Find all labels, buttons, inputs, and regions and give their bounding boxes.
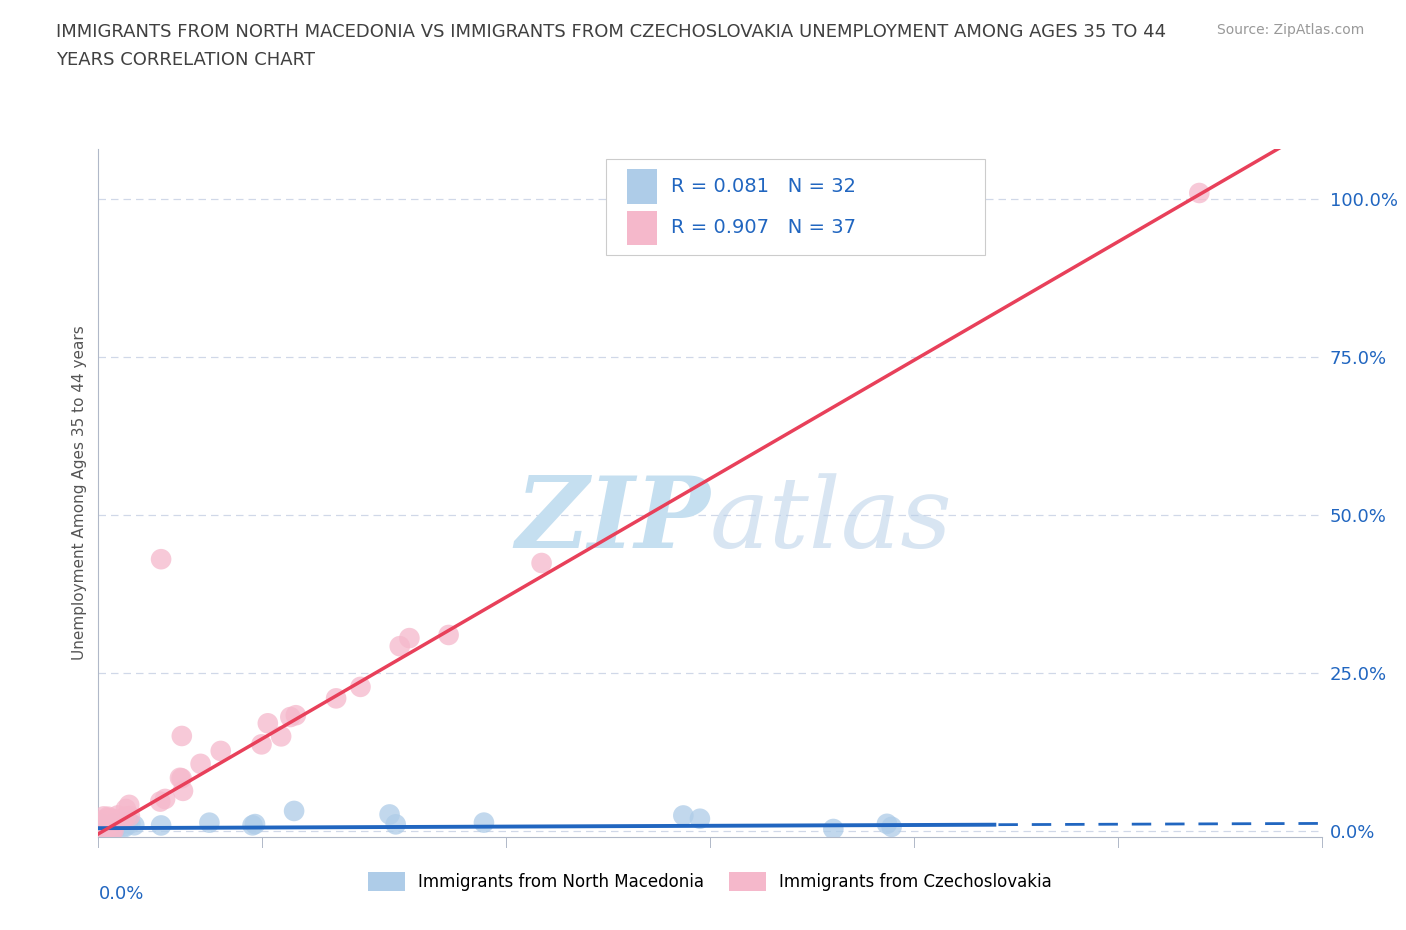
Point bbox=[384, 817, 406, 831]
Point bbox=[97, 809, 120, 824]
Text: Source: ZipAtlas.com: Source: ZipAtlas.com bbox=[1216, 23, 1364, 37]
Point bbox=[242, 817, 264, 832]
Text: IMMIGRANTS FROM NORTH MACEDONIA VS IMMIGRANTS FROM CZECHOSLOVAKIA UNEMPLOYMENT A: IMMIGRANTS FROM NORTH MACEDONIA VS IMMIG… bbox=[56, 23, 1167, 41]
Point bbox=[198, 816, 221, 830]
FancyBboxPatch shape bbox=[606, 159, 986, 256]
Text: YEARS CORRELATION CHART: YEARS CORRELATION CHART bbox=[56, 51, 315, 69]
Text: R = 0.907   N = 37: R = 0.907 N = 37 bbox=[671, 219, 856, 237]
Point bbox=[283, 804, 305, 818]
Point bbox=[150, 818, 173, 833]
Point bbox=[90, 819, 112, 834]
Point bbox=[90, 817, 112, 831]
Point bbox=[284, 708, 307, 723]
Point bbox=[93, 809, 115, 824]
Point bbox=[823, 821, 845, 836]
Point bbox=[378, 807, 401, 822]
Point bbox=[115, 802, 138, 817]
Point bbox=[118, 797, 141, 812]
Point bbox=[190, 756, 212, 771]
Point bbox=[104, 820, 127, 835]
Point bbox=[172, 783, 194, 798]
Text: atlas: atlas bbox=[710, 472, 953, 568]
Point bbox=[98, 816, 121, 830]
Point bbox=[325, 691, 347, 706]
Point bbox=[111, 811, 134, 826]
Point bbox=[112, 818, 135, 833]
Point bbox=[209, 743, 232, 758]
Point bbox=[388, 639, 411, 654]
Point bbox=[104, 820, 127, 835]
Point bbox=[170, 728, 193, 743]
Text: ZIP: ZIP bbox=[515, 472, 710, 568]
Point bbox=[96, 819, 118, 834]
Point bbox=[104, 817, 127, 832]
Point bbox=[107, 808, 129, 823]
Point bbox=[101, 823, 124, 838]
Point bbox=[689, 811, 711, 826]
Point bbox=[672, 808, 695, 823]
Point bbox=[97, 811, 120, 826]
Point bbox=[1188, 186, 1211, 201]
Legend: Immigrants from North Macedonia, Immigrants from Czechoslovakia: Immigrants from North Macedonia, Immigra… bbox=[361, 865, 1059, 897]
Point bbox=[124, 817, 146, 832]
Point bbox=[153, 791, 176, 806]
Point bbox=[91, 823, 114, 838]
Point bbox=[101, 817, 124, 831]
FancyBboxPatch shape bbox=[627, 211, 658, 246]
Point bbox=[110, 817, 132, 832]
Point bbox=[94, 821, 117, 836]
Point bbox=[100, 819, 122, 834]
Point bbox=[103, 823, 125, 838]
Point bbox=[97, 819, 120, 834]
Point bbox=[94, 823, 117, 838]
Point bbox=[280, 710, 302, 724]
Point bbox=[103, 812, 125, 827]
Text: 0.0%: 0.0% bbox=[98, 885, 143, 903]
Point bbox=[349, 680, 371, 695]
Point bbox=[243, 817, 266, 831]
Point bbox=[150, 551, 173, 566]
Point bbox=[114, 819, 136, 834]
Point bbox=[530, 555, 553, 570]
Y-axis label: Unemployment Among Ages 35 to 44 years: Unemployment Among Ages 35 to 44 years bbox=[72, 326, 87, 660]
Point bbox=[250, 737, 273, 751]
Point bbox=[115, 809, 138, 824]
Point bbox=[120, 816, 142, 830]
Point bbox=[111, 816, 134, 830]
Point bbox=[118, 808, 141, 823]
Point bbox=[90, 820, 112, 835]
Point bbox=[398, 631, 420, 645]
Point bbox=[98, 815, 121, 830]
Point bbox=[117, 815, 139, 830]
Point bbox=[91, 813, 114, 828]
Point bbox=[880, 819, 903, 834]
Point bbox=[101, 819, 124, 834]
Point bbox=[437, 628, 460, 643]
Point bbox=[103, 815, 125, 830]
Point bbox=[170, 771, 193, 786]
Point bbox=[472, 816, 495, 830]
FancyBboxPatch shape bbox=[627, 169, 658, 204]
Point bbox=[256, 716, 278, 731]
Point bbox=[169, 770, 191, 785]
Point bbox=[149, 794, 172, 809]
Text: R = 0.081   N = 32: R = 0.081 N = 32 bbox=[671, 177, 856, 196]
Point bbox=[876, 817, 898, 831]
Point bbox=[270, 729, 292, 744]
